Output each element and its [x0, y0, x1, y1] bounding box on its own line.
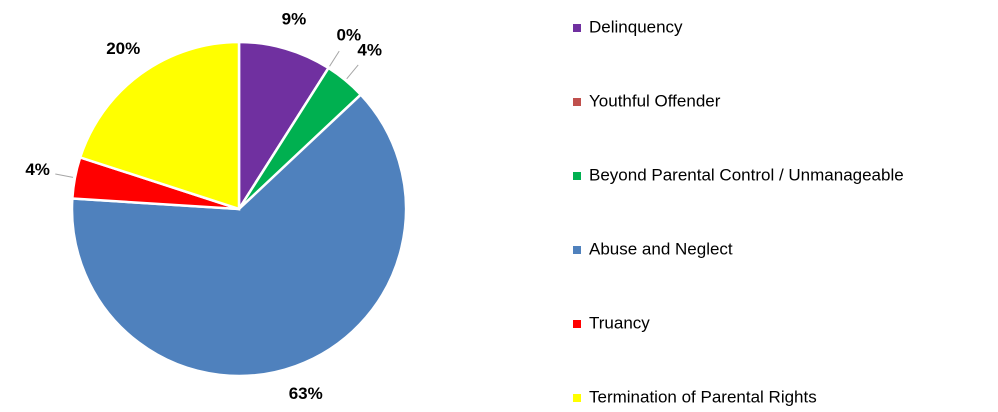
legend-swatch — [573, 98, 581, 106]
data-label: 63% — [289, 384, 323, 403]
leader-line — [346, 64, 359, 80]
legend-swatch — [573, 394, 581, 402]
legend-swatch — [573, 24, 581, 32]
data-label: 4% — [25, 160, 50, 179]
pie-slice — [70, 92, 408, 378]
legend-label: Delinquency — [589, 17, 683, 36]
legend-swatch — [573, 246, 581, 254]
legend-label: Youthful Offender — [589, 91, 721, 110]
pie-slice — [78, 40, 241, 211]
legend-label: Abuse and Neglect — [589, 239, 733, 258]
pie-slice — [237, 40, 331, 214]
data-label: 0% — [337, 25, 362, 44]
legend-swatch — [573, 320, 581, 328]
leader-line — [55, 173, 74, 178]
legend-label: Beyond Parental Control / Unmanageable — [589, 165, 904, 184]
data-label: 9% — [282, 9, 307, 28]
data-label: 20% — [106, 39, 140, 58]
legend-label: Termination of Parental Rights — [589, 387, 817, 406]
legend-swatch — [573, 172, 581, 180]
leader-line — [329, 50, 340, 67]
data-label: 4% — [357, 41, 382, 60]
legend-label: Truancy — [589, 313, 650, 332]
